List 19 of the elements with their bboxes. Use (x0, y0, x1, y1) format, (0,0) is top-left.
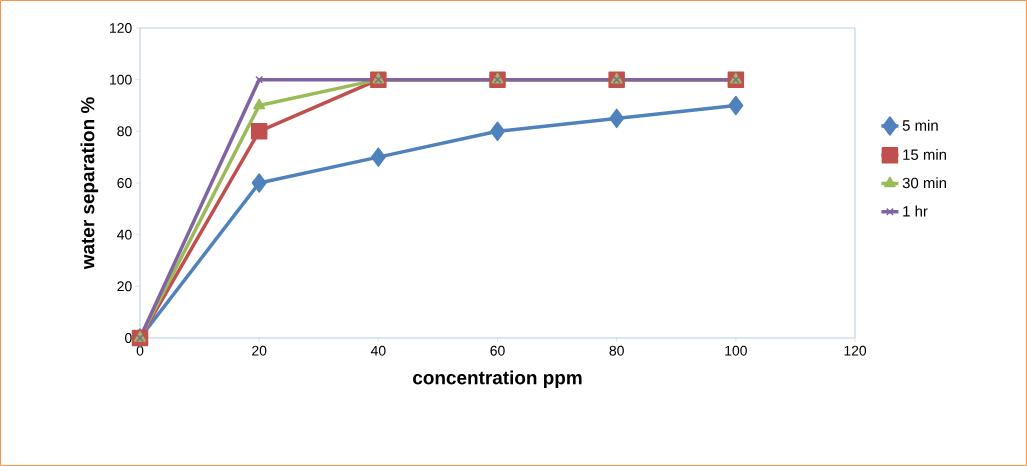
x-tick-label: 120 (844, 345, 867, 356)
y-tick-label: 20 (117, 281, 132, 292)
legend-label: 30 min (902, 177, 947, 189)
y-tick-label: 0 (125, 333, 132, 343)
y-tick-label: 60 (117, 178, 132, 188)
y-axis-title: water separation % (80, 97, 99, 270)
y-tick-label: 40 (117, 229, 132, 240)
x-tick-label: 80 (609, 345, 624, 356)
y-tick-label: 80 (117, 126, 132, 137)
x-tick-label: 40 (370, 345, 386, 356)
x-axis-title: concentration ppm (413, 370, 582, 389)
legend-label: 15 min (903, 148, 947, 160)
x-tick-label: 60 (490, 345, 505, 356)
legend-label: 1 hr (903, 205, 928, 217)
x-tick-label: 20 (252, 345, 267, 356)
x-tick-label: 100 (725, 345, 747, 356)
y-tick-label: 100 (110, 74, 132, 85)
legend-label: 5 min (902, 119, 938, 131)
y-tick-label: 120 (110, 23, 132, 33)
